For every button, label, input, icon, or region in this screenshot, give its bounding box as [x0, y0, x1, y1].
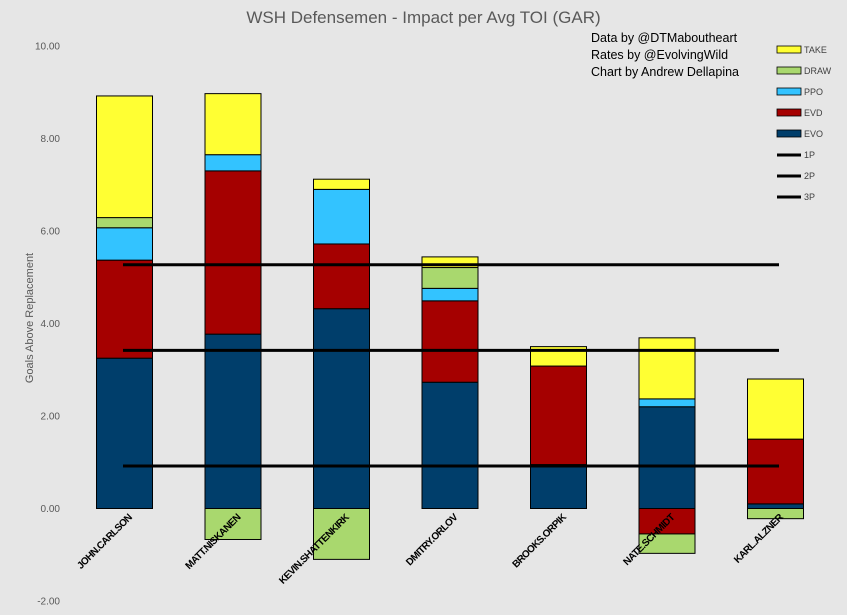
bar-segment-take [747, 378, 804, 440]
bar-segment-evd [96, 259, 153, 359]
y-tick-label: 0.00 [41, 504, 61, 515]
legend-label-2p: 2P [804, 171, 815, 181]
chart-title: WSH Defensemen - Impact per Avg TOI (GAR… [246, 8, 601, 27]
bar-segment-evo [530, 464, 587, 509]
bar-segment-draw [96, 217, 153, 229]
bar-segment-evo [313, 308, 370, 510]
bar-segment-draw [747, 508, 804, 520]
legend-label-evd: EVD [804, 108, 823, 118]
bar-segment-evd [530, 365, 587, 466]
bar-segment-take [204, 93, 262, 156]
y-tick-label: 6.00 [41, 227, 61, 238]
bar-segment-evd [747, 438, 804, 505]
bar-segment-draw [638, 533, 696, 554]
bar-segment-evd [313, 243, 370, 310]
y-tick-label: 8.00 [41, 134, 61, 145]
y-tick-label: 4.00 [41, 319, 61, 330]
category-label: JOHN.CARLSON [75, 512, 135, 572]
bar-segment-evo [204, 333, 262, 510]
credit-rates: Rates by @EvolvingWild [591, 48, 729, 62]
bar-segment-evo [96, 357, 153, 509]
category-label: BROOKS.ORPIK [511, 511, 570, 570]
bar-segment-take [638, 337, 696, 400]
bar-segment-ppo [313, 188, 370, 245]
bar-segment-evd [421, 300, 479, 383]
bar-segment-take [313, 178, 370, 190]
y-tick-label: 2.00 [41, 412, 61, 423]
bar-segment-ppo [204, 154, 262, 172]
legend-swatch-evd [776, 108, 802, 117]
y-tick-label: 10.00 [35, 42, 60, 53]
legend-swatch-evo [776, 129, 802, 138]
legend-label-1p: 1P [804, 150, 815, 160]
bar-segment-draw [313, 508, 370, 560]
bar-segment-ppo [421, 287, 479, 302]
legend-swatch-draw [776, 66, 802, 75]
bar-segment-evd [204, 170, 262, 335]
bar-segment-draw [204, 508, 262, 540]
legend-swatch-ppo [776, 87, 802, 96]
credit-data: Data by @DTMaboutheart [591, 31, 738, 45]
category-label: DMITRY.ORLOV [404, 512, 461, 569]
bar-segment-evo [638, 406, 696, 509]
bar-segment-ppo [96, 227, 153, 261]
bar-segment-evo [747, 503, 804, 509]
bar-segment-ppo [638, 398, 696, 408]
legend-label-3p: 3P [804, 192, 815, 202]
legend-swatch-take [776, 45, 802, 54]
legend-label-evo: EVO [804, 129, 823, 139]
bar-segment-draw [421, 267, 479, 289]
bar-segment-take [421, 256, 479, 269]
bar-segment-evo [421, 381, 479, 509]
credits-annotation: Data by @DTMaboutheart Rates by @Evolvin… [591, 30, 739, 81]
legend-label-take: TAKE [804, 45, 827, 55]
y-tick-label: -2.00 [37, 597, 60, 608]
credit-chart: Chart by Andrew Dellapina [591, 65, 739, 79]
legend-label-ppo: PPO [804, 87, 823, 97]
bar-segment-take [96, 95, 153, 219]
legend-label-draw: DRAW [804, 66, 832, 76]
category-label: KARL.ALZNER [732, 511, 786, 565]
